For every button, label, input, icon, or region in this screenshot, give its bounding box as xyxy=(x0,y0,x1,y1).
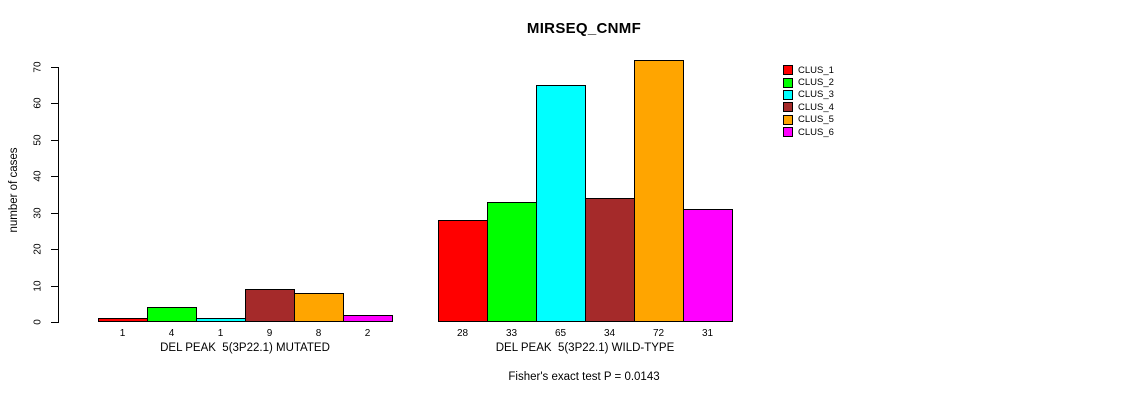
legend-item-clus-1: CLUS_1 xyxy=(783,64,834,76)
y-axis-tick xyxy=(51,176,58,178)
y-axis-tick-label: 0 xyxy=(32,319,44,325)
legend-swatch-clus-1 xyxy=(783,65,793,76)
group-label-mutated: DEL PEAK 5(3P22.1) MUTATED xyxy=(160,342,330,354)
legend-label: CLUS_4 xyxy=(798,101,834,113)
bar-clus-6-mutated xyxy=(343,314,393,322)
legend-swatch-clus-3 xyxy=(783,89,793,100)
y-axis-tick xyxy=(51,103,58,105)
y-axis-tick xyxy=(51,139,58,141)
bar-value-label: 8 xyxy=(315,328,322,339)
bar-value-label: 1 xyxy=(217,328,224,339)
legend-label: CLUS_1 xyxy=(798,64,834,76)
legend-label: CLUS_6 xyxy=(798,126,834,138)
bar-clus-6-wild-type xyxy=(683,209,733,322)
bar-value-label: 72 xyxy=(652,328,665,339)
bar-value-label: 9 xyxy=(266,328,273,339)
bar-clus-5-wild-type xyxy=(634,59,684,322)
legend-label: CLUS_5 xyxy=(798,114,834,126)
legend-swatch-clus-4 xyxy=(783,102,793,113)
legend: CLUS_1 CLUS_2 CLUS_3 CLUS_4 CLUS_5 CLUS_6 xyxy=(783,64,834,138)
bar-clus-2-wild-type xyxy=(487,201,537,322)
bar-value-label: 4 xyxy=(168,328,175,339)
y-axis-tick-label: 40 xyxy=(32,170,44,182)
y-axis-tick-label: 60 xyxy=(32,97,44,109)
chart-title: MIRSEQ_CNMF xyxy=(526,20,642,37)
bar-clus-1-mutated xyxy=(98,318,148,322)
bar-clus-5-mutated xyxy=(294,292,344,322)
bar-value-label: 34 xyxy=(603,328,616,339)
y-axis-line xyxy=(58,66,59,323)
legend-swatch-clus-2 xyxy=(783,77,793,88)
legend-item-clus-6: CLUS_6 xyxy=(783,126,834,138)
bar-value-label: 2 xyxy=(364,328,371,339)
bar-clus-4-wild-type xyxy=(585,198,635,322)
bar-clus-4-mutated xyxy=(245,289,295,322)
y-axis-tick-label: 10 xyxy=(32,280,44,292)
legend-swatch-clus-5 xyxy=(783,114,793,125)
bar-value-label: 65 xyxy=(554,328,567,339)
y-axis-tick xyxy=(51,285,58,287)
legend-label: CLUS_3 xyxy=(798,89,834,101)
legend-label: CLUS_2 xyxy=(798,77,834,89)
y-axis-tick xyxy=(51,249,58,251)
legend-item-clus-3: CLUS_3 xyxy=(783,89,834,101)
legend-item-clus-2: CLUS_2 xyxy=(783,76,834,88)
bar-value-label: 33 xyxy=(505,328,518,339)
y-axis-tick-label: 30 xyxy=(32,207,44,219)
legend-swatch-clus-6 xyxy=(783,127,793,138)
y-axis-tick-label: 20 xyxy=(32,243,44,255)
y-axis-tick xyxy=(51,322,58,323)
bar-clus-3-wild-type xyxy=(536,85,586,322)
footer-annotation: Fisher's exact test P = 0.0143 xyxy=(508,371,660,383)
bar-clus-2-mutated xyxy=(147,307,197,322)
bar-value-label: 1 xyxy=(119,328,126,339)
legend-item-clus-5: CLUS_5 xyxy=(783,114,834,126)
y-axis-tick-label: 70 xyxy=(32,61,44,73)
y-axis-tick-label: 50 xyxy=(32,134,44,146)
legend-item-clus-4: CLUS_4 xyxy=(783,101,834,113)
y-axis-tick xyxy=(51,66,58,68)
y-axis-tick xyxy=(51,212,58,214)
bar-clus-1-wild-type xyxy=(438,219,488,322)
group-label-wild-type: DEL PEAK 5(3P22.1) WILD-TYPE xyxy=(495,342,675,354)
bar-value-label: 31 xyxy=(701,328,714,339)
bar-value-label: 28 xyxy=(456,328,469,339)
y-axis-label: number of cases xyxy=(8,147,20,233)
bar-clus-3-mutated xyxy=(196,318,246,322)
